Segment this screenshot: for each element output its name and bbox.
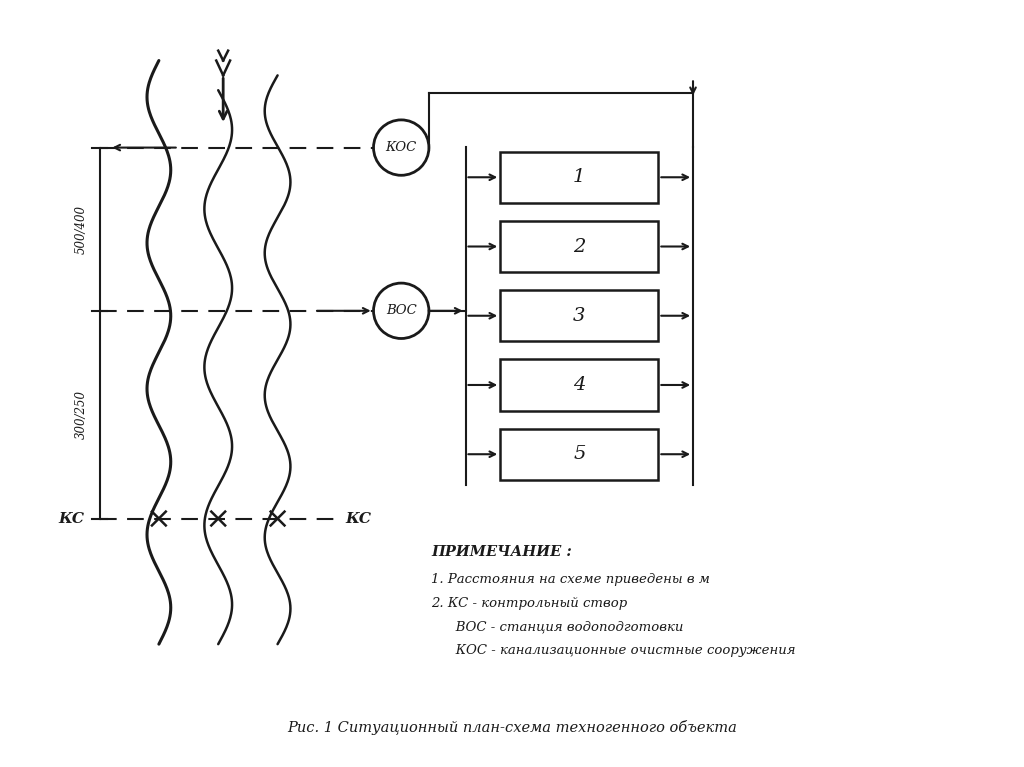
Text: 1: 1 [573, 168, 586, 186]
Text: ВОС - станция водоподготовки: ВОС - станция водоподготовки [442, 621, 683, 634]
FancyBboxPatch shape [500, 152, 658, 203]
Text: 4: 4 [573, 376, 586, 394]
Text: КОС: КОС [386, 141, 417, 154]
Text: ПРИМЕЧАНИЕ :: ПРИМЕЧАНИЕ : [431, 545, 571, 559]
Text: КС: КС [58, 512, 85, 525]
FancyBboxPatch shape [500, 290, 658, 341]
Text: ВОС: ВОС [386, 304, 417, 318]
Text: 2: 2 [573, 238, 586, 255]
Text: КОС - канализационные очистные сооружения: КОС - канализационные очистные сооружени… [442, 644, 796, 657]
Text: 500/400: 500/400 [75, 205, 88, 254]
Text: 5: 5 [573, 445, 586, 463]
Text: 3: 3 [573, 307, 586, 324]
FancyBboxPatch shape [500, 359, 658, 410]
FancyBboxPatch shape [500, 429, 658, 480]
Text: 300/250: 300/250 [75, 390, 88, 439]
Text: КС: КС [346, 512, 372, 525]
Text: 1. Расстояния на схеме приведены в м: 1. Расстояния на схеме приведены в м [431, 573, 710, 586]
Text: 2. КС - контрольный створ: 2. КС - контрольный створ [431, 597, 627, 610]
Text: Рис. 1 Ситуационный план-схема техногенного объекта: Рис. 1 Ситуационный план-схема техногенн… [287, 720, 737, 735]
FancyBboxPatch shape [500, 221, 658, 272]
